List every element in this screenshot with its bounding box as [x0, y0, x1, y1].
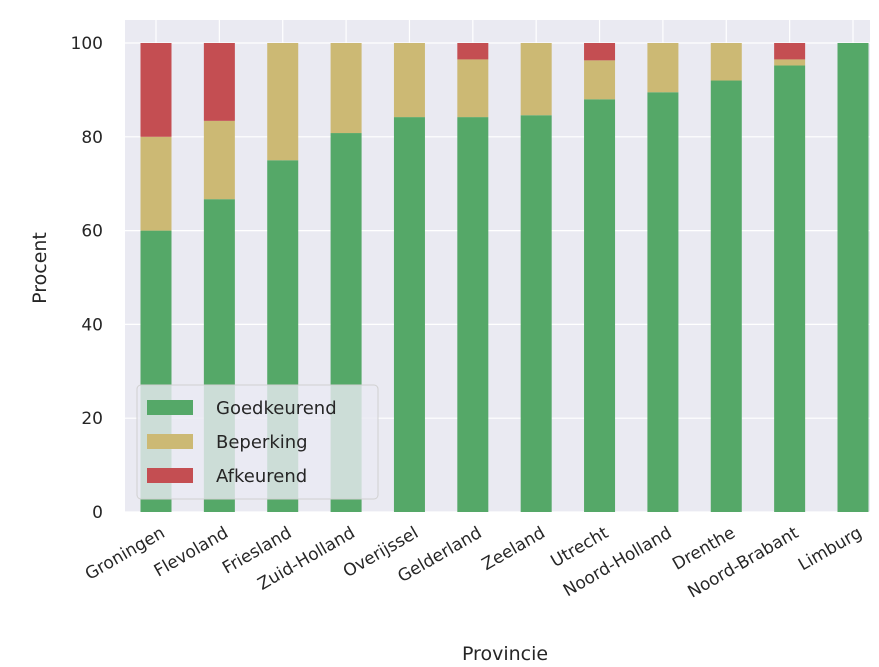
x-axis-title: Provincie: [462, 643, 548, 665]
bar-segment-beperking: [267, 43, 299, 161]
legend-label-goedkeurend: Goedkeurend: [216, 398, 337, 419]
bar-segment-goedkeurend: [584, 99, 616, 512]
legend-label-beperking: Beperking: [216, 432, 308, 453]
bar-segment-beperking: [520, 43, 552, 116]
bar-segment-afkeurend: [584, 43, 616, 61]
legend-box: [136, 384, 379, 500]
y-tick-label: 80: [81, 128, 103, 148]
bar-segment-goedkeurend: [774, 65, 806, 513]
bar-segment-beperking: [457, 59, 489, 118]
bar-segment-afkeurend: [203, 43, 235, 121]
bar-segment-goedkeurend: [457, 117, 489, 513]
bar-segment-beperking: [330, 43, 362, 134]
bar-segment-goedkeurend: [520, 115, 552, 512]
bar-segment-goedkeurend: [647, 92, 679, 513]
x-tick-labels: GroningenFlevolandFrieslandZuid-HollandO…: [82, 523, 866, 603]
x-tick-label: Noord-Holland: [560, 523, 675, 601]
bar-segment-beperking: [140, 136, 172, 231]
x-tick-label: Limburg: [795, 523, 865, 575]
y-tick-label: 0: [92, 503, 103, 523]
y-tick-label: 100: [71, 34, 103, 54]
bar-segment-beperking: [393, 43, 425, 118]
y-tick-label: 20: [81, 409, 103, 429]
bar-segment-beperking: [584, 60, 616, 100]
bar-segment-beperking: [774, 59, 806, 66]
y-tick-label: 60: [81, 222, 103, 242]
y-axis-title: Procent: [29, 232, 51, 304]
legend-swatch-beperking: [147, 434, 193, 449]
bar-segment-beperking: [647, 43, 679, 93]
bar-segment-afkeurend: [140, 43, 172, 137]
bar-segment-goedkeurend: [393, 117, 425, 513]
legend-swatch-goedkeurend: [147, 400, 193, 415]
x-tick-label: Noord-Brabant: [685, 523, 803, 603]
x-tick-label: Groningen: [82, 523, 169, 585]
x-tick-label: Zeeland: [479, 523, 549, 575]
bar-segment-afkeurend: [774, 43, 806, 60]
y-tick-labels: 0 20 40 60 80 100: [71, 34, 103, 523]
y-tick-label: 40: [81, 315, 103, 335]
legend-swatch-afkeurend: [147, 468, 193, 483]
bar-segment-goedkeurend: [837, 43, 869, 512]
bar-segment-goedkeurend: [710, 80, 742, 513]
bar-segment-beperking: [203, 120, 235, 200]
legend-label-afkeurend: Afkeurend: [216, 466, 307, 487]
bar-segment-afkeurend: [457, 43, 489, 60]
bar-segment-beperking: [710, 43, 742, 81]
legend: Goedkeurend Beperking Afkeurend: [136, 384, 379, 500]
